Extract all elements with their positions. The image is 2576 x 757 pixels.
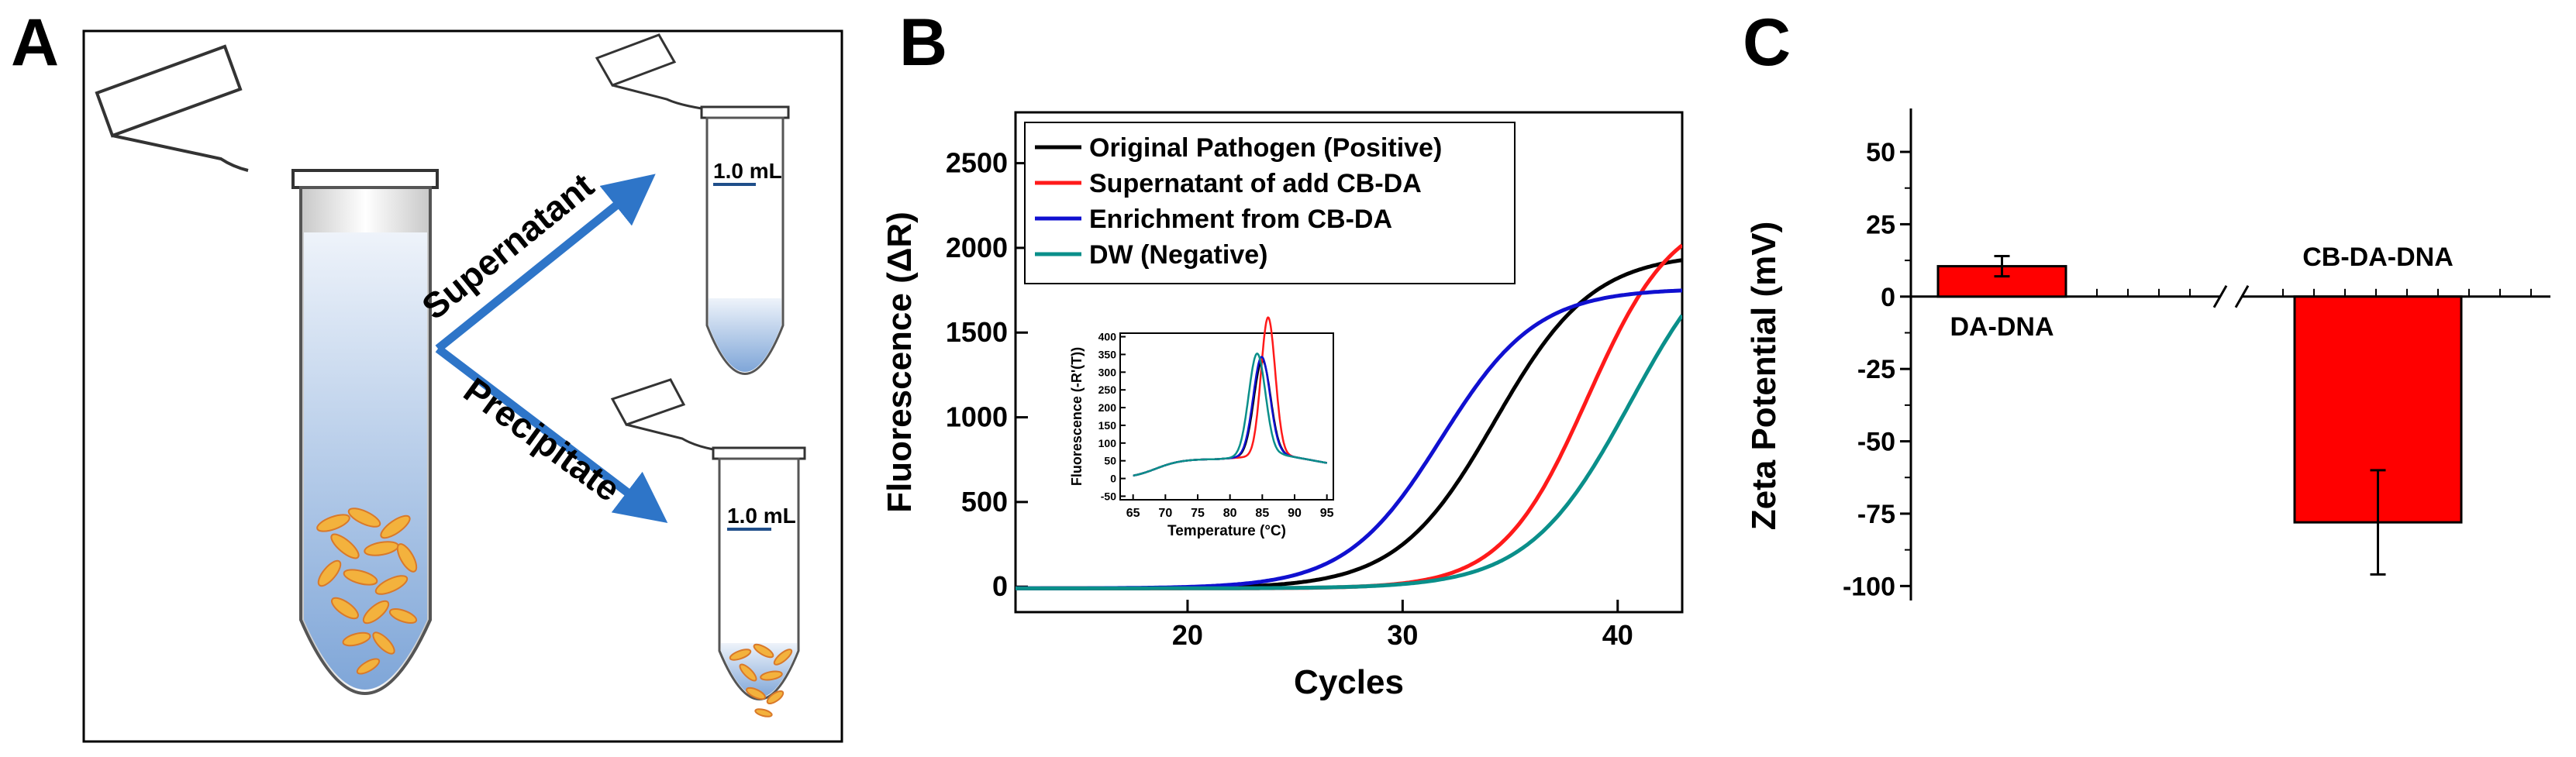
- qpcr-y-axis-label: Fluorescence (ΔR): [881, 212, 919, 513]
- inset-x-tick-label: 70: [1158, 507, 1172, 520]
- inset-y-tick-label: 150: [1098, 419, 1117, 432]
- zeta-y-tick-label: 50: [1866, 138, 1895, 167]
- inset-y-tick-label: 100: [1098, 437, 1117, 449]
- panel-label-b: B: [899, 5, 948, 80]
- inset-y-tick-label: 400: [1098, 331, 1117, 343]
- qpcr-legend-label: Supernatant of add CB-DA: [1089, 169, 1422, 198]
- qpcr-y-tick-label: 2500: [946, 147, 1008, 179]
- pathogen-cells-large: [316, 508, 418, 675]
- qpcr-y-tick-label: 1000: [946, 401, 1008, 433]
- pathogen-cells-small: [729, 643, 793, 717]
- melt-curve-inset: 65 70 75 80 85 90 95 -50 0 50 100 150 200 250 300 350 40…: [1069, 316, 1334, 539]
- qpcr-y-tick-label: 500: [961, 486, 1008, 518]
- zeta-category-label: DA-DNA: [1950, 312, 2054, 342]
- chart-zeta-potential: -100 -75 -50 -25 0 25 50 Zeta Potential (mV) DA-…: [1745, 108, 2550, 601]
- panel-a-schematic: Supernatant Precipitate 1.0 mL 1.0 mL: [82, 29, 843, 743]
- large-tube-rim: [291, 169, 439, 189]
- qpcr-y-tick-label: 0: [992, 570, 1008, 602]
- zeta-y-tick-label: 25: [1866, 210, 1895, 239]
- zeta-y-tick-label: -50: [1857, 428, 1895, 457]
- qpcr-series-line: [1016, 243, 1682, 590]
- chart-qpcr-amplification: 20 30 4005001000150020002500CyclesFluoresc…: [881, 111, 1684, 701]
- qpcr-legend-label: DW (Negative): [1089, 240, 1267, 270]
- large-tube-lid: [95, 44, 243, 138]
- volume-mark-precipitate: 1.0 mL: [727, 504, 796, 528]
- inset-y-axis-label: Fluorescence (-R'(T)): [1069, 347, 1085, 486]
- qpcr-series-line: [1016, 314, 1682, 590]
- qpcr-x-tick-label: 40: [1602, 619, 1633, 651]
- qpcr-x-tick-label: 20: [1172, 619, 1203, 651]
- qpcr-x-tick-label: 30: [1387, 619, 1418, 651]
- zeta-axis-break-mark: [2212, 285, 2228, 308]
- inset-y-tick-label: 300: [1098, 366, 1117, 378]
- inset-y-tick-label: 350: [1098, 348, 1117, 360]
- precipitate-tube-illustration: 1.0 mL: [610, 378, 806, 717]
- arrow-to-supernatant: [435, 174, 656, 353]
- volume-mark-supernatant: 1.0 mL: [713, 159, 782, 183]
- zeta-y-tick-label: -100: [1843, 572, 1895, 601]
- panel-a-frame: [82, 29, 843, 743]
- zeta-category-label: CB-DA-DNA: [2302, 243, 2454, 272]
- inset-x-axis-label: Temperature (°C): [1167, 523, 1286, 539]
- inset-x-tick-label: 95: [1320, 507, 1334, 520]
- qpcr-x-axis-label: Cycles: [1294, 663, 1404, 701]
- label-supernatant: Supernatant: [414, 165, 601, 327]
- inset-y-tick-label: 0: [1110, 473, 1116, 485]
- inset-y-tick-label: 200: [1098, 401, 1117, 414]
- zeta-y-axis-label: Zeta Potential (mV): [1745, 222, 1783, 531]
- zeta-y-tick-label: 0: [1881, 283, 1895, 312]
- zeta-y-tick-label: -25: [1857, 355, 1895, 384]
- qpcr-y-tick-label: 1500: [946, 316, 1008, 348]
- qpcr-y-tick-label: 2000: [946, 232, 1008, 263]
- inset-x-tick-label: 65: [1126, 507, 1140, 520]
- panel-label-c: C: [1743, 5, 1791, 80]
- supernatant-tube-illustration: 1.0 mL: [595, 33, 790, 375]
- zeta-y-tick-label: -75: [1857, 500, 1895, 529]
- inset-y-tick-label: -50: [1101, 490, 1116, 502]
- qpcr-legend: Original Pathogen (Positive) Supernatant …: [1024, 122, 1516, 284]
- arrow-to-precipitate: [435, 345, 668, 523]
- label-precipitate: Precipitate: [457, 370, 628, 509]
- inset-y-tick-label: 250: [1098, 384, 1117, 396]
- inset-y-tick-label: 50: [1104, 455, 1116, 467]
- inset-x-tick-label: 75: [1191, 507, 1205, 520]
- zeta-axis-break-mark: [2234, 285, 2250, 308]
- large-tube-illustration: [95, 44, 439, 695]
- panel-label-a: A: [11, 5, 60, 80]
- qpcr-curves: [1016, 243, 1682, 590]
- qpcr-plot-frame: [1014, 111, 1684, 614]
- large-tube-hinge: [112, 134, 249, 172]
- inset-frame: [1119, 332, 1334, 501]
- inset-x-tick-label: 85: [1255, 507, 1269, 520]
- inset-series-line: [1133, 352, 1327, 477]
- qpcr-legend-label: Enrichment from CB-DA: [1089, 205, 1392, 234]
- inset-x-tick-label: 90: [1288, 507, 1302, 520]
- qpcr-legend-box: [1024, 122, 1516, 284]
- qpcr-legend-label: Original Pathogen (Positive): [1089, 133, 1442, 163]
- inset-x-tick-label: 80: [1223, 507, 1237, 520]
